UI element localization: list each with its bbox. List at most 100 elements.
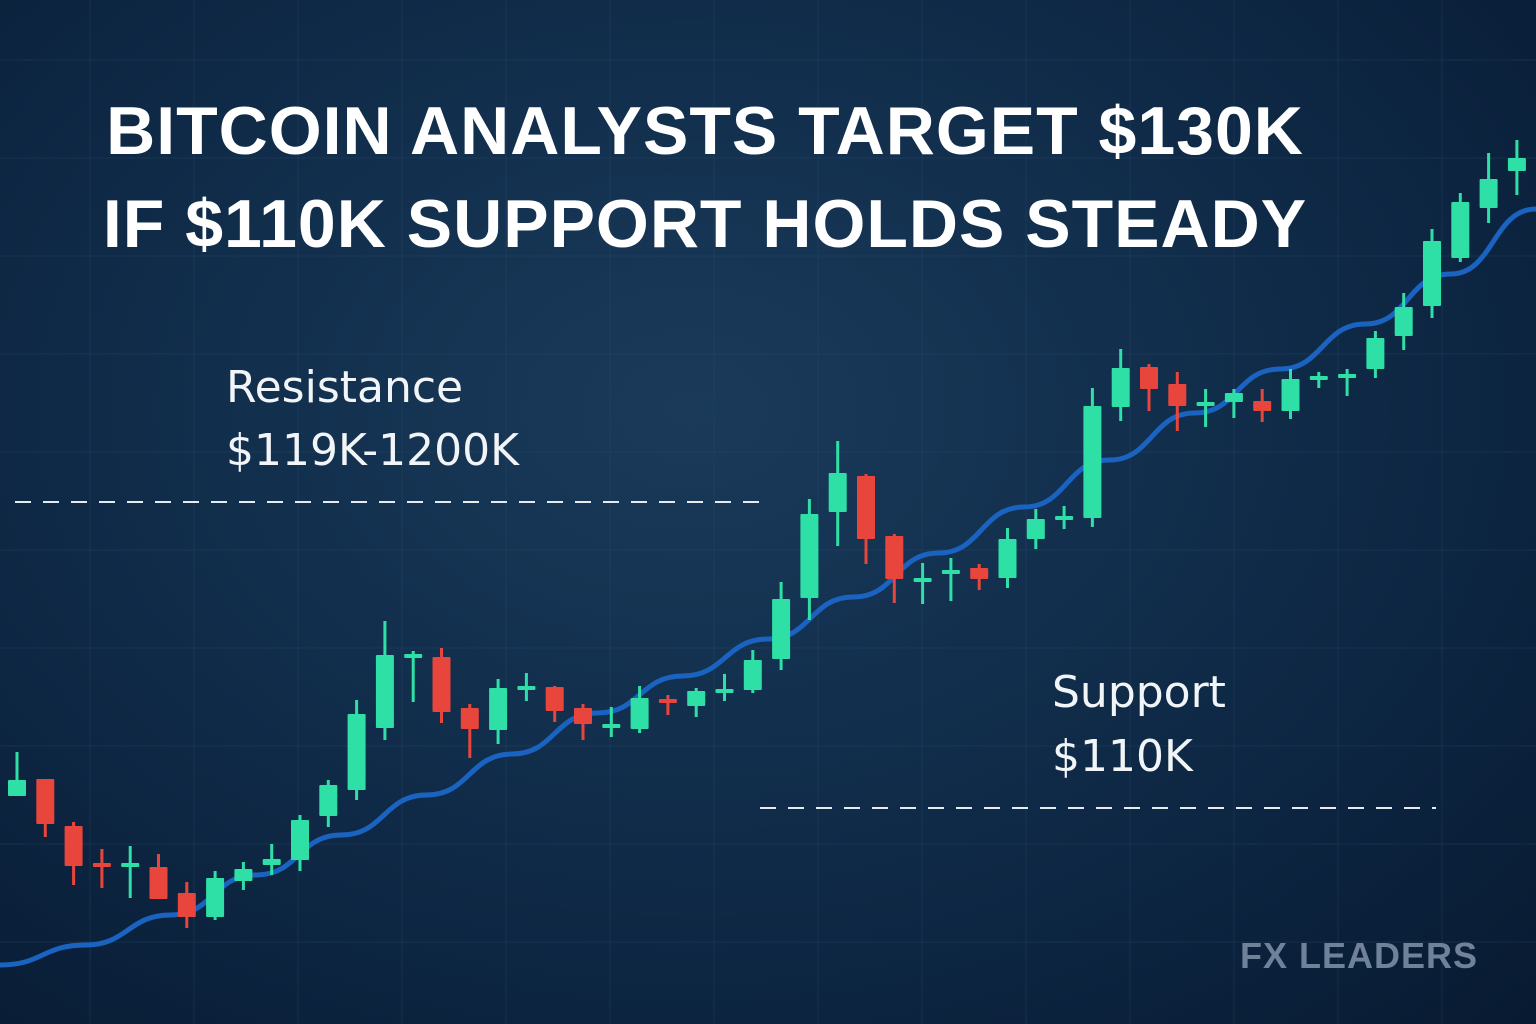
candle xyxy=(1281,369,1300,419)
candle xyxy=(743,650,762,693)
candle-body xyxy=(375,655,394,728)
candle xyxy=(1479,153,1498,223)
moving-average-line xyxy=(0,206,1536,968)
candle xyxy=(545,686,564,722)
candle xyxy=(375,621,394,740)
candle-body xyxy=(517,686,536,690)
candle-body xyxy=(1111,368,1130,407)
headline-line-1: BITCOIN ANALYSTS TARGET $130K xyxy=(106,93,1304,169)
candle xyxy=(913,563,932,604)
candle xyxy=(970,564,989,590)
candle xyxy=(998,528,1017,588)
candle-body xyxy=(1224,393,1243,402)
candle xyxy=(857,474,875,564)
fx-leaders-watermark: FX LEADERS xyxy=(1240,935,1479,976)
candle-body xyxy=(1507,158,1526,171)
candle xyxy=(1451,193,1470,262)
candle-body xyxy=(64,826,83,866)
candle-body xyxy=(1140,367,1158,389)
candle-body xyxy=(1026,519,1045,539)
candle-body xyxy=(1479,179,1498,208)
candle-body xyxy=(177,893,196,917)
candle-body xyxy=(1083,406,1102,518)
candle-body xyxy=(206,878,225,917)
candle xyxy=(1224,389,1243,418)
candle xyxy=(1338,369,1357,396)
candle-body xyxy=(1309,376,1328,380)
candle-body xyxy=(970,568,989,579)
candle xyxy=(1140,364,1158,411)
candle xyxy=(1309,372,1328,388)
candle xyxy=(828,441,847,546)
candle xyxy=(630,686,649,733)
candle xyxy=(602,707,621,737)
candle-body xyxy=(92,863,111,867)
candle xyxy=(1423,229,1441,318)
candle-body xyxy=(1055,516,1074,520)
candle xyxy=(1111,349,1130,421)
candle-body xyxy=(234,869,253,881)
candle-body xyxy=(1451,202,1470,258)
candle xyxy=(687,688,706,717)
candle-body xyxy=(1338,374,1357,378)
candle xyxy=(658,695,677,715)
candle-body xyxy=(319,785,338,816)
candle xyxy=(1168,372,1187,431)
headline-line-2: IF $110K SUPPORT HOLDS STEADY xyxy=(102,186,1308,262)
candle xyxy=(291,815,309,871)
candle xyxy=(432,648,451,723)
candle-body xyxy=(404,654,423,658)
candle xyxy=(460,704,479,758)
candle-body xyxy=(800,514,819,598)
candle-body xyxy=(149,867,168,899)
candle xyxy=(121,846,140,898)
candle xyxy=(800,499,819,620)
support-label: Support xyxy=(1052,667,1226,718)
candle xyxy=(36,779,55,837)
candle xyxy=(517,673,536,701)
candle xyxy=(262,844,281,875)
candle-body xyxy=(121,863,140,867)
candle-body xyxy=(545,687,564,711)
candle xyxy=(8,752,26,796)
candle-body xyxy=(36,779,55,824)
candle-body xyxy=(1366,338,1385,369)
candle xyxy=(1366,331,1385,378)
candle-body xyxy=(291,820,309,860)
resistance-label: Resistance xyxy=(226,362,464,413)
candle-body xyxy=(857,476,875,539)
candle xyxy=(149,854,168,899)
candle xyxy=(574,704,592,740)
candle-body xyxy=(1423,241,1441,306)
support-value: $110K xyxy=(1052,731,1193,782)
candle-body xyxy=(772,599,791,659)
candle-body xyxy=(1394,307,1413,336)
candle-body xyxy=(347,714,366,790)
candle-body xyxy=(1253,401,1272,411)
candle xyxy=(177,882,196,928)
candle xyxy=(715,674,734,701)
candle-body xyxy=(432,657,451,712)
candle xyxy=(489,679,508,744)
candle-body xyxy=(998,539,1017,578)
candle-body xyxy=(1196,402,1215,406)
candle-body xyxy=(1281,379,1300,411)
candle xyxy=(772,582,791,670)
candle-body xyxy=(489,688,508,730)
candle xyxy=(1196,389,1215,427)
candle xyxy=(319,780,338,827)
candle xyxy=(1083,388,1102,527)
resistance-range: $119K-1200K xyxy=(226,425,519,476)
candle-body xyxy=(8,780,26,796)
candle xyxy=(206,871,225,920)
candle xyxy=(347,700,366,800)
candle-body xyxy=(460,708,479,729)
candle xyxy=(1394,293,1413,350)
candle-body xyxy=(715,689,734,693)
candle xyxy=(404,651,423,702)
candle-body xyxy=(658,699,677,703)
candle-body xyxy=(602,724,621,728)
